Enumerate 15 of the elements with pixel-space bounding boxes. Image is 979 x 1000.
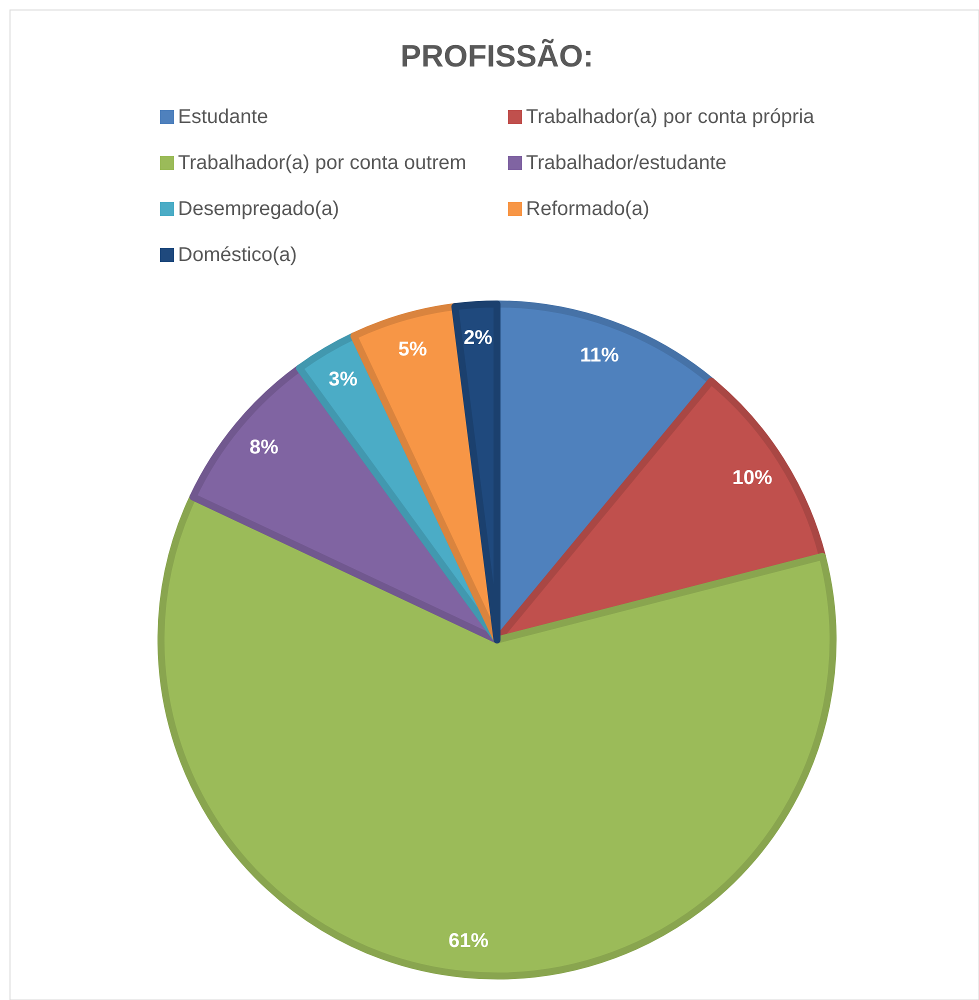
data-label: 5%: [398, 338, 428, 361]
legend-label: Reformado(a): [526, 198, 650, 220]
chart-title: PROFISSÃO:: [400, 38, 594, 74]
data-label: 8%: [250, 436, 279, 458]
data-label: 10%: [732, 466, 773, 489]
legend-label: Desempregado(a): [178, 198, 340, 220]
data-label: 61%: [448, 930, 489, 952]
legend-label: Doméstico(a): [178, 244, 297, 266]
data-label: 3%: [328, 368, 358, 391]
data-label: 2%: [464, 327, 493, 350]
legend-label: Trabalhador/estudante: [526, 152, 727, 174]
legend-label: Trabalhador(a) por conta outrem: [178, 152, 466, 174]
data-label: 11%: [580, 344, 620, 366]
legend-label: Trabalhador(a) por conta própria: [526, 106, 816, 128]
legend-label: Estudante: [178, 106, 268, 128]
